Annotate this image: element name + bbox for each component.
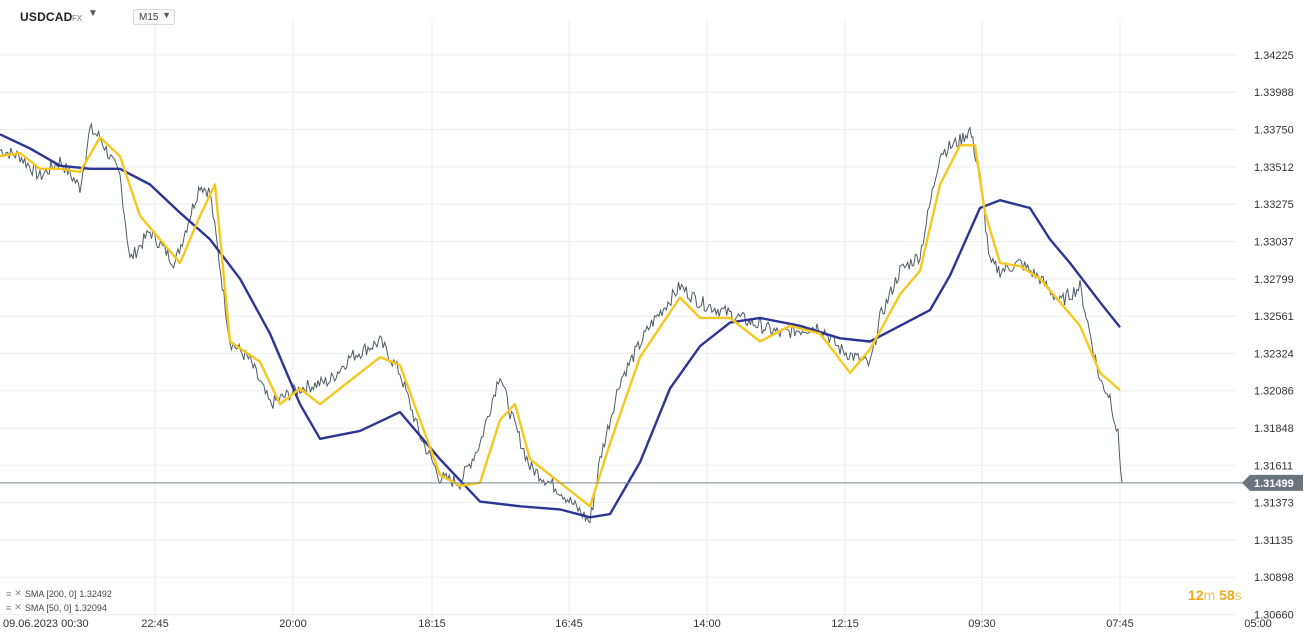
x-tick-label: 14:00 [693,618,721,630]
y-tick-label: 1.32086 [1254,386,1294,398]
indicator-legend-sma50: ≡ ✕ SMA [50, 0] 1.32094 [6,602,107,613]
x-tick-label: 05:00 [1244,618,1272,630]
close-icon[interactable]: ✕ [14,588,22,598]
y-tick-label: 1.33275 [1254,199,1294,211]
current-price-marker [1242,474,1303,491]
indicator-value: 1.32492 [79,588,112,599]
y-tick-label: 1.31135 [1254,535,1293,547]
sma-50-line [0,136,1121,508]
y-tick-label: 1.34225 [1254,50,1294,62]
market-label: FX [72,14,83,23]
indicator-legend-sma200: ≡ ✕ SMA [200, 0] 1.32492 [6,588,112,599]
y-tick-label: 1.31611 [1254,460,1293,472]
y-tick-label: 1.31848 [1254,423,1294,435]
x-tick-label: 16:45 [555,618,583,630]
x-tick-label: 07:45 [1106,618,1134,630]
countdown-seconds: 58 [1219,587,1235,603]
timeframe-label: M15 [139,12,159,23]
x-tick-label: 22:45 [141,618,169,630]
y-tick-label: 1.33037 [1254,236,1294,248]
y-tick-label: 1.32561 [1254,311,1294,323]
y-tick-label: 1.31373 [1254,498,1294,510]
countdown-seconds-unit: s [1234,587,1242,603]
x-tick-label: 09.06.2023 00:30 [3,618,89,630]
y-tick-label: 1.33512 [1254,162,1294,174]
chevron-down-icon[interactable]: ▼ [88,8,98,19]
indicator-params: SMA [200, 0] [24,588,77,599]
x-tick-label: 09:30 [968,618,996,630]
y-tick-label: 1.33750 [1254,125,1294,137]
price-series-line [0,122,1123,524]
chart-toolbar: USDCAD FX ▼ M15 ▼ [0,0,1240,34]
settings-lines-icon[interactable]: ≡ [6,588,12,599]
indicator-params: SMA [50, 0] [24,602,72,613]
y-tick-label: 1.32799 [1254,274,1294,286]
symbol-label[interactable]: USDCAD [20,10,73,24]
current-price-label: 1.31499 [1254,478,1294,490]
close-icon[interactable]: ✕ [14,602,22,612]
x-tick-label: 20:00 [279,618,307,630]
chevron-down-icon: ▼ [162,10,171,20]
timeframe-dropdown[interactable]: M15 ▼ [133,9,175,25]
indicator-value: 1.32094 [74,602,107,613]
y-tick-label: 1.30660 [1254,610,1294,622]
countdown-minutes: 12 [1188,587,1204,603]
x-tick-label: 18:15 [418,618,446,630]
sma-200-line [0,133,1121,519]
y-tick-label: 1.33988 [1254,87,1294,99]
y-tick-label: 1.30898 [1254,572,1294,584]
y-tick-label: 1.32324 [1254,348,1294,360]
settings-lines-icon[interactable]: ≡ [6,602,12,613]
x-tick-label: 12:15 [831,618,859,630]
candle-countdown: 12m 58s [1188,587,1242,603]
countdown-minutes-unit: m [1203,587,1216,603]
